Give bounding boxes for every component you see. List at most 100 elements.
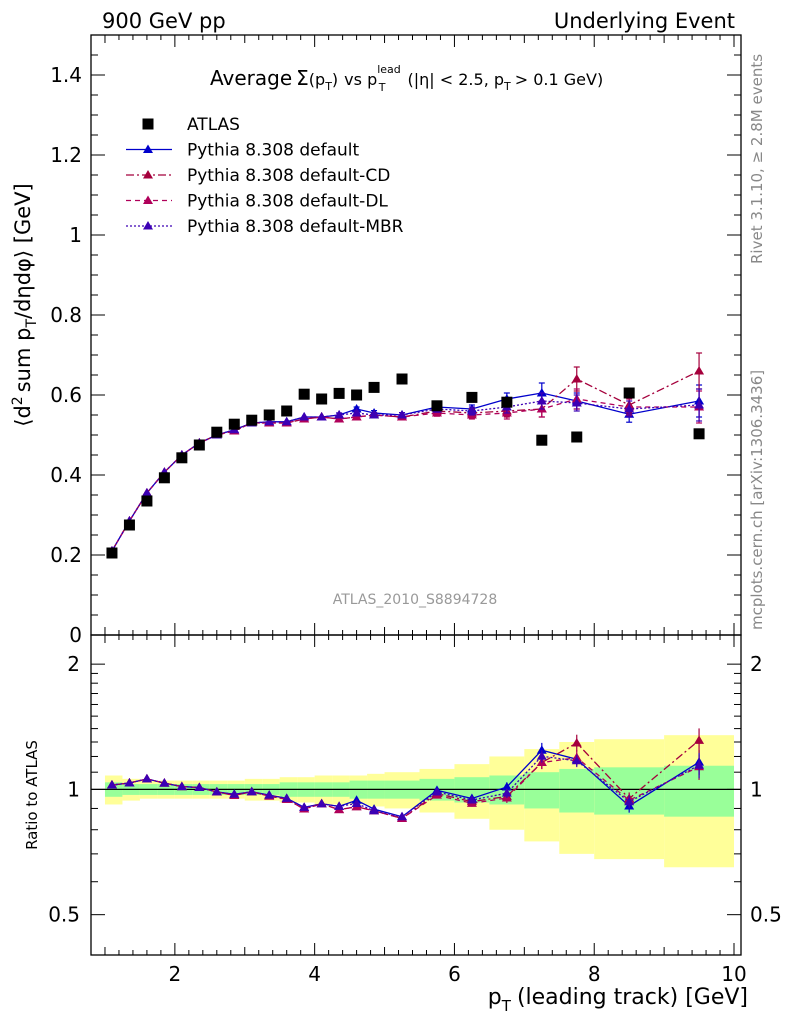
upper-y-label-sup: 2 — [10, 396, 26, 405]
legend-label-default: Pythia 8.308 default — [187, 141, 360, 161]
data-point-21 — [571, 431, 583, 443]
side-note-lower: mcplots.cern.ch [arXiv:1306.3436] — [748, 370, 766, 630]
ratio-point-mbr-21 — [571, 755, 582, 765]
ratio-point-mbr-1 — [124, 777, 135, 787]
ratio-y-tick-label-left-2: 2 — [67, 652, 80, 676]
legend-label-dl: Pythia 8.308 default-DL — [187, 192, 388, 212]
data-point-3 — [158, 472, 170, 484]
upper-y-tick-label-6: 1.2 — [50, 143, 82, 167]
upper-point-mbr-9 — [264, 416, 275, 426]
ratio-point-mbr-14 — [351, 798, 362, 807]
title-cuts-sub: T — [503, 80, 511, 93]
title-vs-sub: T — [378, 81, 386, 94]
ratio-point-mbr-8 — [246, 786, 257, 796]
ratio-point-mbr-19 — [501, 788, 512, 797]
upper-point-mbr-20 — [536, 396, 547, 405]
ratio-y-label: Ratio to ATLAS — [23, 740, 41, 850]
side-note-upper: Rivet 3.1.10, ≥ 2.8M events — [748, 54, 766, 264]
upper-y-tick-label-3: 0.6 — [50, 383, 82, 407]
upper-y-tick-label-0: 0 — [69, 623, 82, 647]
ratio-point-default-19 — [501, 781, 512, 791]
upper-y-label-sub: T — [24, 319, 40, 329]
ratio-y-tick-label-right-1: 1 — [750, 777, 763, 801]
legend-label-cd: Pythia 8.308 default-CD — [187, 166, 390, 186]
title-vs-sup: lead — [377, 63, 401, 76]
title-sigma: Σ — [296, 66, 309, 90]
upper-point-mbr-12 — [316, 412, 327, 421]
legend: ATLAS Pythia 8.308 default Pythia 8.308 de… — [126, 115, 404, 237]
data-point-9 — [263, 409, 275, 421]
data-point-10 — [281, 405, 293, 417]
x-axis-label: pT (leading track) [GeV] — [488, 985, 748, 1015]
data-point-18 — [466, 391, 478, 403]
data-point-0 — [106, 547, 118, 559]
data-point-6 — [211, 426, 223, 438]
ratio-point-mbr-22 — [624, 796, 635, 806]
ratio-point-mbr-20 — [536, 751, 547, 760]
upper-y-tick-label-5: 1 — [69, 223, 82, 247]
ratio-point-mbr-17 — [431, 786, 442, 796]
data-point-12 — [316, 393, 328, 405]
upper-point-mbr-16 — [397, 410, 408, 419]
title-arg-close: ) — [332, 70, 338, 89]
upper-y-tick-label-7: 1.4 — [50, 63, 82, 87]
x-tick-label-4: 4 — [308, 962, 321, 986]
title-cuts1: (|η| < 2.5, p — [408, 70, 505, 89]
legend-marker-default — [143, 144, 153, 153]
data-point-22 — [623, 387, 635, 399]
ratio-point-mbr-7 — [229, 789, 240, 798]
ratio-point-mbr-15 — [369, 805, 380, 815]
upper-line-mbr — [111, 400, 700, 552]
header-left: 900 GeV pp — [102, 9, 226, 33]
upper-point-default-20 — [536, 388, 547, 397]
header-right: Underlying Event — [554, 9, 735, 33]
data-point-8 — [246, 414, 258, 426]
legend-marker-cd — [143, 170, 153, 179]
upper-line-dl — [111, 398, 700, 552]
ratio-point-cd-21 — [571, 737, 582, 747]
ratio-line-dl — [111, 756, 700, 820]
ratio-y-tick-label-right-2: 2 — [750, 652, 763, 676]
data-point-20 — [536, 434, 548, 446]
data-point-15 — [368, 381, 380, 393]
upper-point-mbr-10 — [281, 416, 292, 426]
ratio-point-mbr-2 — [141, 773, 152, 783]
ratio-point-default-20 — [536, 745, 547, 754]
ratio-point-mbr-10 — [281, 793, 292, 802]
x-tick-label-8: 8 — [588, 962, 601, 986]
ratio-plot-marks — [106, 728, 705, 822]
ratio-point-mbr-0 — [106, 780, 117, 789]
title-average: Average — [210, 66, 292, 90]
data-point-1 — [123, 519, 135, 531]
ratio-point-mbr-18 — [466, 795, 477, 804]
ratio-point-mbr-11 — [299, 802, 310, 811]
data-point-2 — [141, 495, 153, 507]
data-point-23 — [693, 428, 705, 440]
upper-point-mbr-14 — [351, 408, 362, 417]
upper-point-mbr-2 — [141, 488, 152, 497]
upper-point-mbr-23 — [694, 400, 705, 409]
ratio-point-mbr-9 — [264, 790, 275, 799]
upper-point-mbr-15 — [369, 410, 380, 419]
data-point-5 — [193, 439, 205, 451]
data-point-14 — [351, 389, 363, 401]
legend-marker-mbr — [143, 221, 153, 230]
upper-point-mbr-21 — [571, 398, 582, 407]
x-tick-label-10: 10 — [721, 962, 746, 986]
upper-y-label-part1: ⟨d — [11, 405, 35, 427]
x-tick-label-6: 6 — [448, 962, 461, 986]
legend-marker-dl — [143, 195, 153, 204]
data-point-7 — [228, 418, 240, 430]
upper-point-mbr-11 — [299, 412, 310, 421]
ratio-uncertainty-bands — [91, 735, 741, 868]
upper-y-label-part2: sum p — [11, 328, 35, 393]
axis-ticks: 2 4 6 8 10 0 0.2 0.4 0.6 0.8 1 1.2 1.4 0.5 0.5 1 1 2 2 — [48, 34, 782, 986]
ratio-y-tick-label-right-0.5: 0.5 — [750, 903, 782, 927]
ratio-point-mbr-12 — [316, 798, 327, 808]
ratio-point-mbr-16 — [397, 811, 408, 821]
x-axis-label-part1: p — [488, 985, 502, 1010]
ratio-y-tick-label-left-1: 1 — [67, 777, 80, 801]
ratio-frame — [90, 634, 742, 956]
ratio-point-mbr-4 — [176, 781, 187, 791]
